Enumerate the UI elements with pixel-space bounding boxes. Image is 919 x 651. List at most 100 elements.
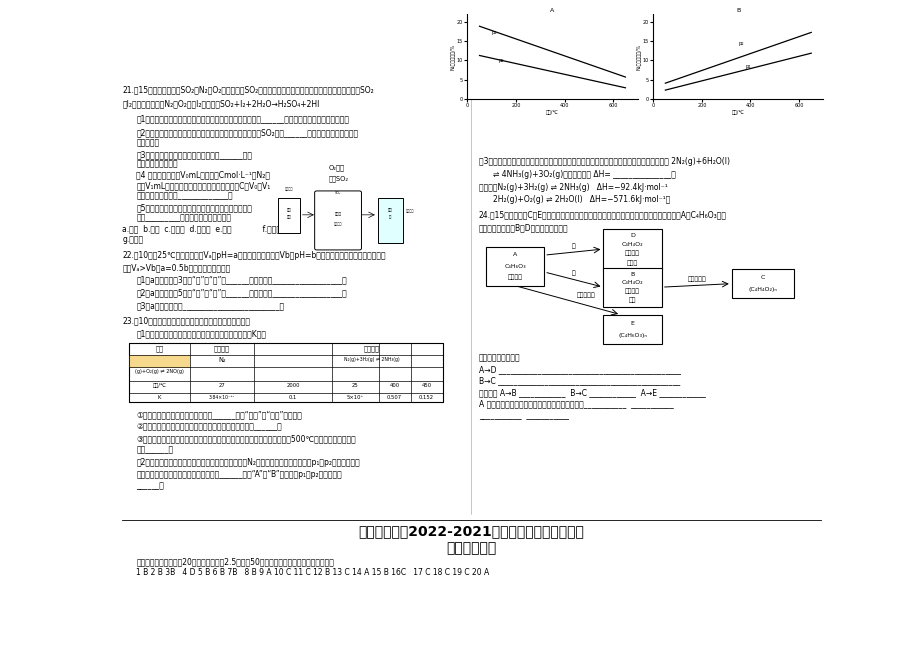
Text: 温度/℃: 温度/℃: [153, 383, 166, 388]
Bar: [278, 197, 300, 233]
Text: (C₄H₆O₃)ₙ: (C₄H₆O₃)ₙ: [618, 333, 646, 338]
Text: 一、选择题（本题包括20小题，每小题各2.5分，共50分，每小题只有一个答案符合题意）: 一、选择题（本题包括20小题，每小题各2.5分，共50分，每小题只有一个答案符合…: [136, 557, 334, 566]
Text: 淠粉溶液: 淠粉溶液: [334, 222, 342, 226]
Text: 昆明第三中剦2022-2021学年高二下学期期中考试: 昆明第三中剦2022-2021学年高二下学期期中考试: [358, 524, 584, 538]
Text: 量气: 量气: [388, 208, 392, 212]
FancyBboxPatch shape: [485, 247, 544, 286]
Text: 混合气体: 混合气体: [285, 187, 293, 191]
Text: （4 若碍溶液体积为V₀mL，浓度为Cmol·L⁻¹，N₂与: （4 若碍溶液体积为V₀mL，浓度为Cmol·L⁻¹，N₂与: [136, 171, 270, 180]
Text: a.烧杯  b.试管  c.广口瓶  d.容量瓶  e.量筒             f.单孔塞: a.烧杯 b.试管 c.广口瓶 d.容量瓶 e.量筒 f.单孔塞: [122, 225, 281, 234]
Text: 23.１10分）氮的固定是几百年来科学家始终争辩的课题。: 23.１10分）氮的固定是几百年来科学家始终争辩的课题。: [122, 317, 250, 326]
Text: 0.1: 0.1: [289, 395, 297, 400]
Text: 得，如下图所示，B和D互为同分异构体。: 得，如下图所示，B和D互为同分异构体。: [478, 223, 568, 232]
Y-axis label: N₂平衡转化率/%: N₂平衡转化率/%: [450, 44, 455, 70]
Text: ___________  ___________: ___________ ___________: [478, 411, 568, 419]
FancyBboxPatch shape: [314, 191, 361, 250]
Text: （2）a值可否等于5（填“可”或“否”）______，其理由是__________________；: （2）a值可否等于5（填“可”或“否”）______，其理由是_________…: [136, 288, 346, 297]
Text: （3）近年，又有科学家提出在常温、常压、催化剂等条件下合成氨气的新思路，反应原理为 2N₂(g)+6H₂O(l): （3）近年，又有科学家提出在常温、常压、催化剂等条件下合成氨气的新思路，反应原理…: [478, 157, 729, 166]
Text: p₂: p₂: [738, 41, 743, 46]
Text: （1）混合气体通入反应管后，量气管内增加的水的体积等于______的体积（填写气体的分子式）。: （1）混合气体通入反应管后，量气管内增加的水的体积等于______的体积（填写气…: [136, 114, 349, 122]
Text: （1）a值可否等于3（填“可”或“否”）______，其理由是__________________；: （1）a值可否等于3（填“可”或“否”）______，其理由是_________…: [136, 275, 346, 284]
FancyBboxPatch shape: [603, 229, 661, 270]
Text: （填写物质名称）。: （填写物质名称）。: [136, 160, 177, 169]
Text: 为：_________（选下列仪器的编号）。: 为：_________（选下列仪器的编号）。: [136, 214, 232, 223]
Text: B: B: [630, 271, 634, 277]
Text: C₄H₄O₂: C₄H₄O₂: [621, 242, 642, 247]
Text: 化的曲线，下图所示的图示中，正确的是______（填“A”或“B”）；比较p₁、p₂的大小关系: 化的曲线，下图所示的图示中，正确的是______（填“A”或“B”）；比较p₁、…: [136, 469, 342, 478]
Text: A 的同分异构体（同类别且有支链）的结构简式：___________  ___________: A 的同分异构体（同类别且有支链）的结构简式：___________ _____…: [478, 400, 673, 408]
Text: SO₂: SO₂: [335, 191, 341, 195]
Text: ③从平衡视角考虑，工业固氮应当选择常温条件，但实际工业生产中却选择500℃左右的高温，解释其: ③从平衡视角考虑，工业固氮应当选择常温条件，但实际工业生产中却选择500℃左右的…: [136, 434, 356, 443]
Text: （1）下表列举了不同温度下大气固氮和工业固氮的部分K值。: （1）下表列举了不同温度下大气固氮和工业固氮的部分K值。: [136, 329, 267, 339]
Text: （3）a的取值范围是_________________________。: （3）a的取值范围是_________________________。: [136, 301, 284, 310]
Bar: [378, 197, 403, 243]
Text: 工业固氮: 工业固氮: [363, 346, 380, 352]
Text: 2H₂(g)+O₂(g) ⇌ 2H₂O(l)   ΔH=−571.6kJ·mol⁻¹）: 2H₂(g)+O₂(g) ⇌ 2H₂O(l) ΔH=−571.6kJ·mol⁻¹…: [493, 195, 669, 204]
FancyBboxPatch shape: [603, 314, 661, 344]
Text: （5）将上述装置改为简易试验装置，除导管外，还需选: （5）将上述装置改为简易试验装置，除导管外，还需选: [136, 204, 252, 212]
Text: 0.507: 0.507: [387, 395, 402, 400]
Text: 可使渴水: 可使渴水: [624, 288, 640, 294]
Text: 反应类型 A→B ____________  B→C ____________  A→E ____________: 反应类型 A→B ____________ B→C ____________ A…: [478, 388, 705, 397]
Y-axis label: N₂平衡转化率/%: N₂平衡转化率/%: [636, 44, 641, 70]
Text: C₄H₄O₂: C₄H₄O₂: [621, 281, 642, 285]
Text: 用的仪器: 用的仪器: [405, 210, 414, 214]
Text: 反应: 反应: [155, 346, 164, 352]
Text: （3）反应管内的碍的淠粉溶液也可以用______代替: （3）反应管内的碍的淠粉溶液也可以用______代替: [136, 150, 252, 159]
Text: ①分析数据可知：大气固氮反应属于______（填“吸热”或“放热”）反应。: ①分析数据可知：大气固氮反应属于______（填“吸热”或“放热”）反应。: [136, 411, 302, 419]
Text: （2）反应管内溶液蓝色消退后，没有继续止通气，则测得的SO₂含量______（选填：偏高、偏低、不: （2）反应管内溶液蓝色消退后，没有继续止通气，则测得的SO₂含量______（选…: [136, 128, 358, 137]
Bar: [129, 355, 189, 368]
Text: 已知Vₐ>Vb和a=0.5b，请填写下列空白：: 已知Vₐ>Vb和a=0.5b，请填写下列空白：: [122, 263, 230, 272]
FancyBboxPatch shape: [603, 268, 661, 307]
Text: 400: 400: [389, 383, 399, 388]
X-axis label: 温度/℃: 温度/℃: [732, 109, 743, 115]
Text: (C₄H₄O₂)ₙ: (C₄H₄O₂)ₙ: [748, 287, 777, 292]
Text: ⇌ 4NH₃(g)+3O₂(g)，则其反应热 ΔH= _______________，: ⇌ 4NH₃(g)+3O₂(g)，则其反应热 ΔH= _____________…: [493, 171, 675, 180]
Text: 0.152: 0.152: [418, 395, 434, 400]
Text: 试写出：化学方程式: 试写出：化学方程式: [478, 353, 519, 363]
Text: C: C: [760, 275, 765, 281]
Text: ______。: ______。: [136, 480, 165, 490]
Title: A: A: [550, 8, 554, 12]
Text: p₂: p₂: [498, 59, 504, 63]
Text: 具有酸性: 具有酸性: [507, 275, 522, 280]
Text: O₂的体: O₂的体: [329, 165, 345, 171]
Text: g.双孔塞: g.双孔塞: [122, 234, 143, 243]
Text: 的体积百分含量为：_____________。: 的体积百分含量为：_____________。: [136, 191, 233, 200]
Text: 反应管: 反应管: [335, 212, 341, 216]
Text: 五原子环: 五原子环: [624, 251, 640, 256]
Text: （已知：N₂(g)+3H₂(g) ⇌ 2NH₃(g)   ΔH=−92.4kJ·mol⁻¹: （已知：N₂(g)+3H₂(g) ⇌ 2NH₃(g) ΔH=−92.4kJ·mo…: [478, 183, 666, 192]
Bar: [129, 343, 443, 402]
Text: p₁: p₁: [491, 29, 497, 35]
Text: 表示SO₂: 表示SO₂: [329, 176, 348, 182]
Text: A: A: [512, 253, 516, 257]
Text: 受影响）。: 受影响）。: [136, 139, 159, 148]
Text: 缘由______。: 缘由______。: [136, 445, 174, 454]
Text: 27: 27: [219, 383, 225, 388]
Text: 确定条件下: 确定条件下: [576, 292, 595, 298]
Text: B→C _______________________________________________: B→C ____________________________________…: [478, 376, 679, 385]
Text: N₂: N₂: [218, 357, 225, 363]
Title: B: B: [735, 8, 740, 12]
Text: 450: 450: [421, 383, 431, 388]
Text: 气体: 气体: [287, 215, 291, 219]
Text: 用的仪器: 用的仪器: [343, 199, 358, 205]
Text: 2000: 2000: [286, 383, 300, 388]
Text: 1 B 2 B 3B   4 D 5 B 6 B 7B   8 B 9 A 10 C 11 C 12 B 13 C 14 A 15 B 16C   17 C 1: 1 B 2 B 3B 4 D 5 B 6 B 7B 8 B 9 A 10 C 1…: [136, 568, 489, 577]
Text: (g)+O₂(g) ⇌ 2NO(g): (g)+O₂(g) ⇌ 2NO(g): [135, 369, 184, 374]
Text: 和I₂发生的反应为（N₂、O₂不与I₂反应）：SO₂+I₂+2H₂O→H₂SO₄+2HI: 和I₂发生的反应为（N₂、O₂不与I₂反应）：SO₂+I₂+2H₂O→H₂SO₄…: [122, 100, 319, 109]
Text: 混合: 混合: [287, 208, 291, 212]
Text: ②分析数据可知：人类不适合大规模模拟大气固氮的缘由______。: ②分析数据可知：人类不适合大规模模拟大气固氮的缘由______。: [136, 422, 282, 432]
Text: C₄H₆O₃: C₄H₆O₃: [504, 264, 526, 269]
Text: p₁: p₁: [744, 64, 751, 69]
Text: E: E: [630, 321, 634, 326]
Text: 管: 管: [389, 215, 391, 219]
Text: 21.１15分）工业上测量SO₂、N₂、O₂混合气体中SO₂含量的装置如下图；反应管中装有碍的淠粉溶液，SO₂: 21.１15分）工业上测量SO₂、N₂、O₂混合气体中SO₂含量的装置如下图；反…: [122, 86, 373, 94]
Text: 大气固氮: 大气固氮: [214, 346, 230, 352]
Text: 3.84×10⁻³¹: 3.84×10⁻³¹: [209, 395, 234, 400]
Text: D: D: [630, 233, 634, 238]
Text: 5×10⁸: 5×10⁸: [346, 395, 363, 400]
Text: 24.１15分）化合物C和E都是医用功能高分子材料，且有相同的元素百分组成，均可由化合物A（C₄H₆O₃）制: 24.１15分）化合物C和E都是医用功能高分子材料，且有相同的元素百分组成，均可…: [478, 210, 726, 219]
Text: 22.１10分）25℃时，若体积为Vₐ，pH=a的某一元强酸与体积Vb，pH=b的某一元强硷混合，恰好中和，且: 22.１10分）25℃时，若体积为Vₐ，pH=a的某一元强酸与体积Vb，pH=b…: [122, 251, 385, 260]
Text: K: K: [158, 395, 161, 400]
